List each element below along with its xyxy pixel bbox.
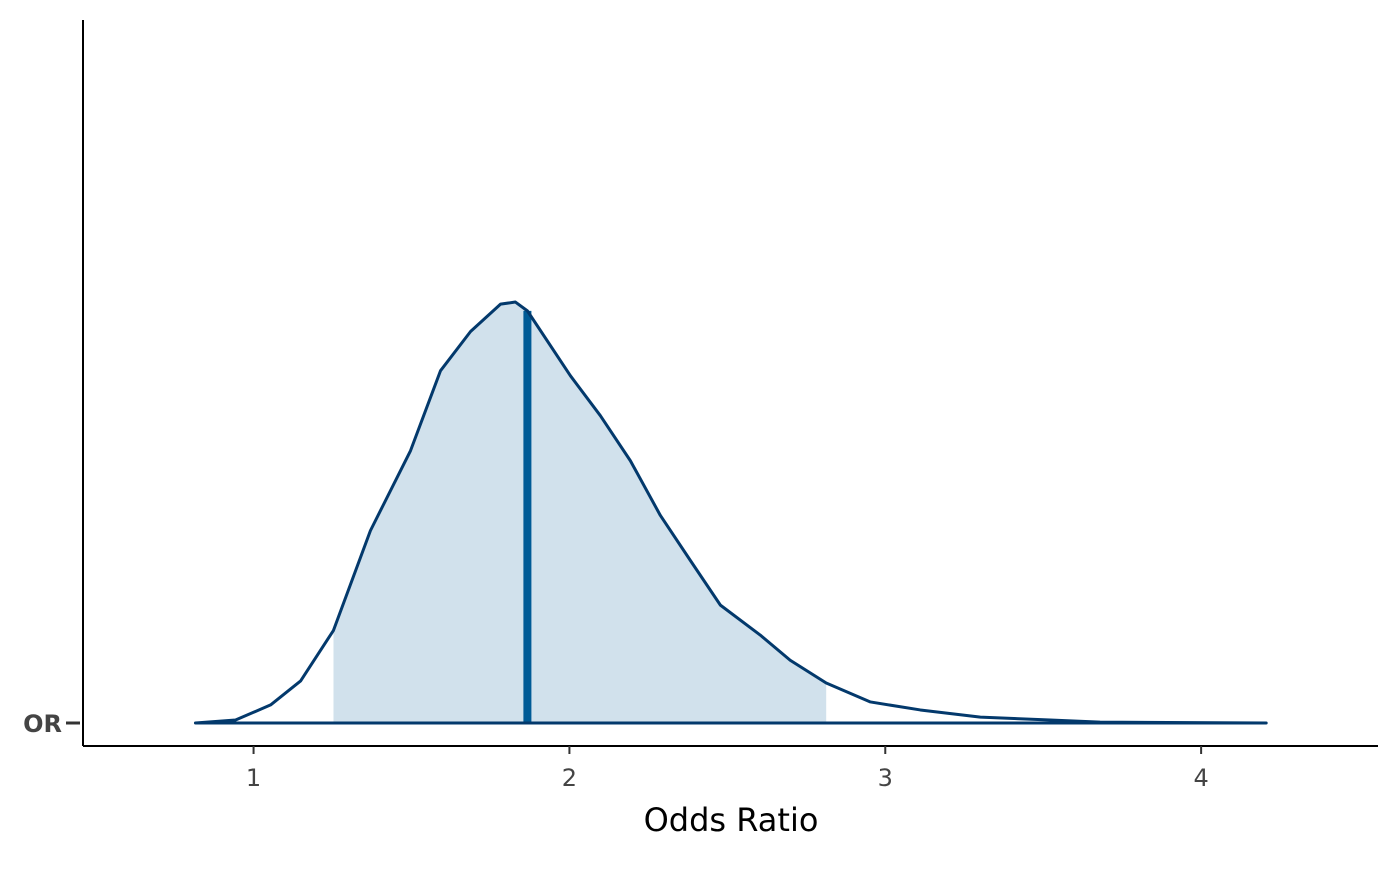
x-tick-label: 4 [1193, 764, 1208, 792]
x-tick-label: 2 [562, 764, 577, 792]
x-tick-label: 3 [878, 764, 893, 792]
y-category-label: OR [23, 710, 62, 738]
x-tick-label: 1 [246, 764, 261, 792]
density-curve [193, 300, 1268, 725]
credible-interval-area [333, 302, 827, 723]
x-axis-label: Odds Ratio [644, 801, 819, 839]
